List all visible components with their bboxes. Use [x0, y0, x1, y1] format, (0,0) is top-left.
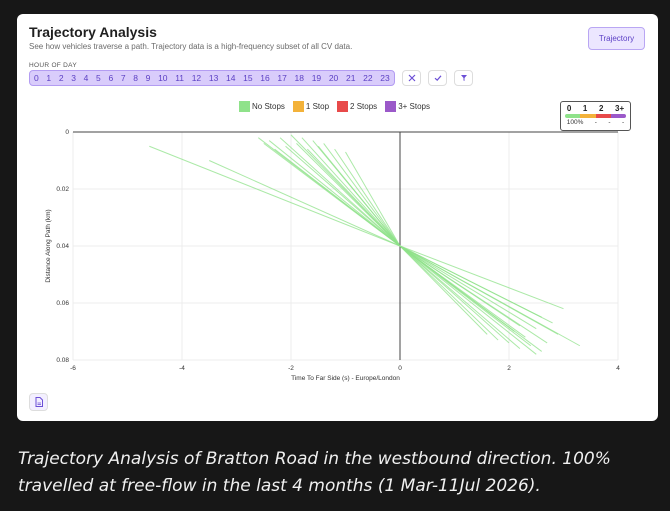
- x-icon[interactable]: [402, 70, 421, 86]
- hour-20[interactable]: 20: [328, 73, 339, 83]
- caption: Trajectory Analysis of Bratton Road in t…: [18, 449, 611, 496]
- legend-label: No Stops: [252, 102, 285, 111]
- hour-15[interactable]: 15: [243, 73, 253, 83]
- page-title: Trajectory Analysis: [29, 24, 157, 40]
- trajectory-line: [399, 245, 559, 335]
- hour-selector: 0 1 2 3 4 5 6 7 8 9 10 11 12 13 14 15 16 17 18 19 20 21 22 23: [29, 70, 395, 86]
- hour-21[interactable]: 21: [345, 73, 356, 83]
- hour-14[interactable]: 14: [225, 73, 236, 83]
- trajectory-line: [268, 140, 401, 247]
- stop-summary-bar-segment: [565, 114, 581, 118]
- hour-6[interactable]: 6: [108, 73, 114, 83]
- y-tick-label: 0.08: [56, 357, 69, 364]
- legend-label: 3+ Stops: [398, 102, 430, 111]
- legend-label: 1 Stop: [305, 102, 330, 111]
- y-tick-label: 0.02: [56, 186, 69, 193]
- chart-legend: No Stops 1 Stop 2 Stops 3+ Stops: [239, 101, 430, 112]
- trajectory-line: [323, 143, 401, 247]
- y-tick-label: 0.04: [56, 243, 69, 250]
- legend-swatch: [292, 101, 304, 112]
- hour-3[interactable]: 3: [71, 73, 76, 83]
- x-tick-label: -6: [70, 365, 76, 372]
- trajectory-line: [399, 245, 564, 310]
- trajectory-line: [209, 160, 401, 247]
- hour-19[interactable]: 19: [311, 73, 322, 83]
- trajectory-line: [334, 148, 401, 247]
- stop-summary-value: -: [622, 119, 625, 126]
- trajectory-line: [399, 245, 542, 318]
- check-icon[interactable]: [428, 70, 447, 86]
- trajectory-line: [399, 245, 499, 341]
- legend-swatch: [337, 101, 349, 112]
- trajectory-line: [285, 145, 401, 247]
- y-tick-label: 0: [65, 129, 69, 136]
- stop-summary-value: -: [594, 119, 597, 126]
- filter-icon[interactable]: [454, 70, 473, 86]
- trajectory-line: [399, 245, 537, 330]
- hour-0[interactable]: 0: [34, 73, 39, 83]
- legend-label: 2 Stops: [350, 102, 378, 111]
- page-subtitle: See how vehicles traverse a path. Trajec…: [29, 42, 353, 51]
- trajectory-line: [306, 148, 401, 247]
- trajectory-card: Trajectory Analysis See how vehicles tra…: [17, 14, 658, 421]
- legend-item[interactable]: 3+ Stops: [385, 101, 430, 112]
- stop-summary-header: 1: [582, 104, 588, 113]
- hour-1[interactable]: 1: [46, 73, 52, 83]
- stop-summary-value: -: [608, 119, 611, 126]
- stop-summary-header: 3+: [615, 104, 625, 113]
- hour-of-day-label: HOUR OF DAY: [29, 62, 77, 69]
- x-tick-label: 4: [616, 365, 620, 372]
- hour-17[interactable]: 17: [277, 73, 287, 83]
- legend-item[interactable]: 1 Stop: [292, 101, 330, 112]
- hour-4[interactable]: 4: [83, 73, 89, 83]
- hour-5[interactable]: 5: [96, 73, 101, 83]
- stop-summary-bar-segment: [610, 114, 626, 118]
- y-tick-label: 0.06: [56, 300, 69, 307]
- x-tick-label: 2: [507, 365, 511, 372]
- hour-13[interactable]: 13: [208, 73, 219, 83]
- y-axis-label: Distance Along Path (km): [45, 209, 52, 282]
- x-tick-label: -4: [179, 365, 185, 372]
- legend-swatch: [385, 101, 397, 112]
- trajectory-button[interactable]: Trajectory: [588, 27, 645, 50]
- trajectory-line: [399, 245, 521, 327]
- hour-9[interactable]: 9: [145, 73, 151, 83]
- trajectory-line: [399, 245, 488, 335]
- legend-swatch: [239, 101, 250, 112]
- trajectory-line: [317, 145, 401, 247]
- trajectory-line: [296, 143, 401, 247]
- hour-23[interactable]: 23: [380, 73, 390, 83]
- trajectory-line: [301, 137, 401, 247]
- legend-item[interactable]: 2 Stops: [337, 101, 377, 112]
- trajectory-line: [399, 245, 515, 332]
- hour-18[interactable]: 18: [294, 73, 305, 83]
- x-tick-label: 0: [398, 365, 402, 372]
- stop-summary: 0 1 2 3+ 100% - - -: [560, 101, 631, 131]
- trajectory-chart: -6 -4 -2 0 2 4 0 0.02 0.04 0.06 0.08 Time To Far Si…: [45, 129, 620, 382]
- hour-8[interactable]: 8: [133, 73, 138, 83]
- hour-10[interactable]: 10: [158, 73, 168, 83]
- hour-11[interactable]: 11: [175, 73, 185, 83]
- stop-summary-header: 0: [566, 104, 572, 113]
- hour-16[interactable]: 16: [260, 73, 270, 83]
- hour-2[interactable]: 2: [58, 73, 64, 83]
- x-tick-label: -2: [288, 365, 294, 372]
- hour-22[interactable]: 22: [363, 73, 373, 83]
- hour-12[interactable]: 12: [191, 73, 202, 83]
- export-icon[interactable]: [29, 393, 48, 411]
- stop-summary-bar-segment: [595, 114, 611, 118]
- stop-summary-bar-segment: [580, 114, 596, 118]
- trajectory-line: [149, 145, 401, 247]
- legend-item[interactable]: No Stops: [239, 101, 285, 112]
- stop-summary-header: 2: [598, 104, 604, 113]
- hour-7[interactable]: 7: [120, 73, 126, 83]
- x-axis-label: Time To Far Side (s) - Europe/London: [291, 375, 400, 382]
- trajectory-line: [399, 245, 510, 344]
- trajectory-line: [274, 148, 401, 247]
- stop-summary-value: 100%: [566, 119, 584, 126]
- trajectory-line: [399, 245, 537, 355]
- trajectory-line: [345, 151, 401, 247]
